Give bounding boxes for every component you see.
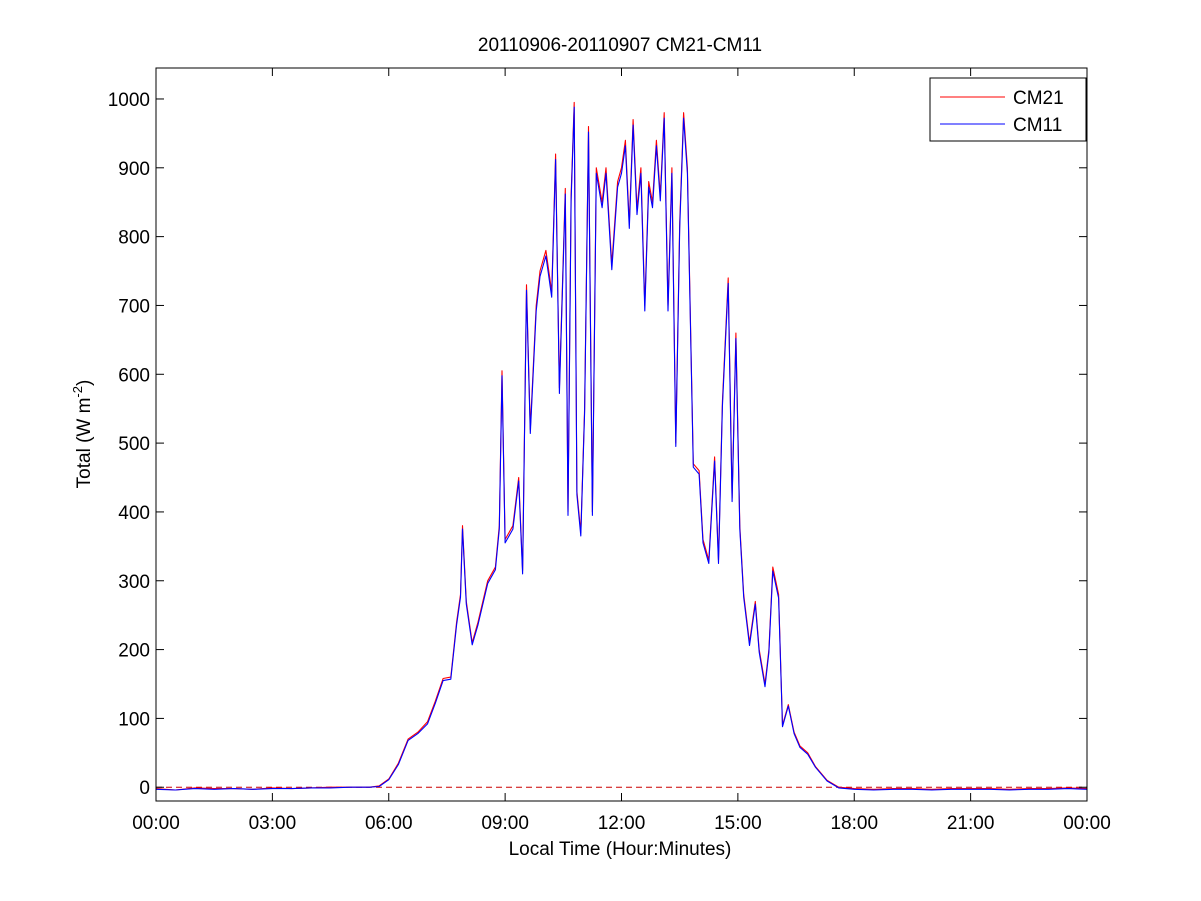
y-tick-label: 900 — [118, 159, 150, 180]
x-tick-label: 18:00 — [830, 813, 878, 834]
x-axis-label: Local Time (Hour:Minutes) — [509, 839, 732, 860]
series-line-cm11 — [155, 106, 1088, 791]
x-tick-label: 15:00 — [714, 813, 762, 834]
x-tick-label: 06:00 — [365, 813, 413, 834]
y-tick-label: 700 — [118, 296, 150, 317]
y-axis-label-close: ) — [74, 380, 95, 386]
y-axis-label-superscript: -2 — [70, 386, 85, 398]
x-tick-label: 00:00 — [1063, 813, 1111, 834]
y-tick-label: 300 — [118, 572, 150, 593]
series-line-cm21 — [155, 101, 1088, 791]
y-tick-label: 1000 — [108, 90, 150, 111]
y-axis-label: Total (W m-2) — [70, 380, 95, 489]
x-tick-label: 09:00 — [481, 813, 529, 834]
y-tick-label: 800 — [118, 228, 150, 249]
legend-box — [929, 77, 1087, 142]
legend-label-cm11: CM11 — [1013, 115, 1062, 136]
y-tick-label: 100 — [118, 709, 150, 730]
x-tick-label: 03:00 — [249, 813, 297, 834]
plot-area: 00:00 03:00 06:00 09:00 12:00 15:00 18:00 21:00… — [108, 67, 1111, 834]
y-tick-label: 200 — [118, 641, 150, 662]
legend: CM21 CM11 — [929, 77, 1087, 142]
y-tick-label: 500 — [118, 434, 150, 455]
x-tick-label: 21:00 — [947, 813, 995, 834]
y-tick-label: 400 — [118, 503, 150, 524]
x-tick-label: 00:00 — [132, 813, 180, 834]
chart-title: 20110906-20110907 CM21-CM11 — [478, 35, 762, 56]
legend-label-cm21: CM21 — [1013, 88, 1064, 109]
y-tick-label: 0 — [139, 778, 150, 799]
y-axis-label-main: Total (W m — [74, 398, 95, 489]
x-tick-label: 12:00 — [598, 813, 646, 834]
y-tick-label: 600 — [118, 365, 150, 386]
